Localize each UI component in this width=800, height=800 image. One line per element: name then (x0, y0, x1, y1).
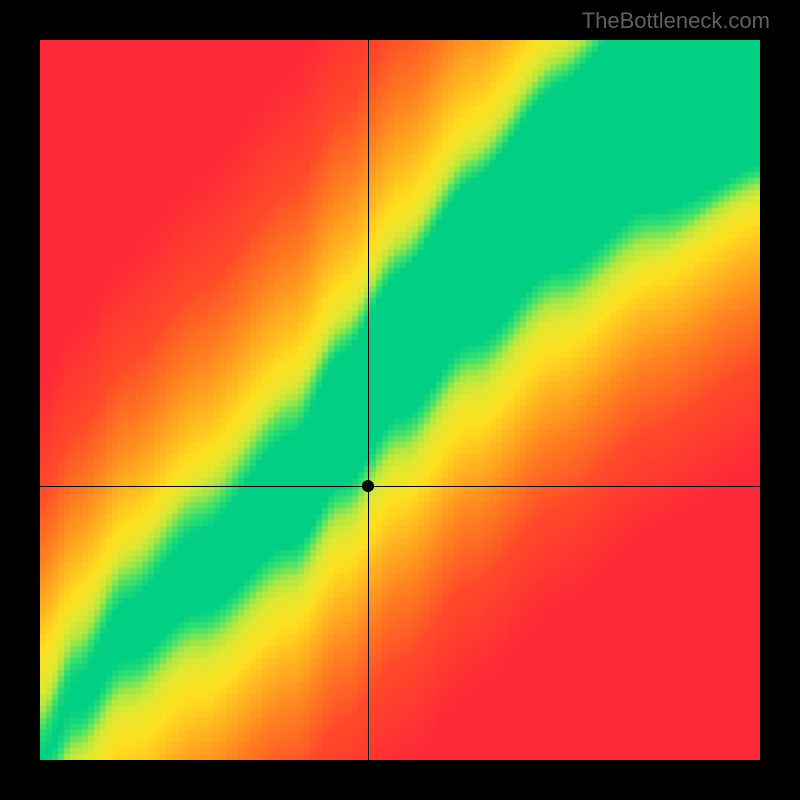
plot-area (40, 40, 760, 760)
crosshair-horizontal (40, 486, 760, 487)
watermark-text: TheBottleneck.com (582, 8, 770, 34)
marker-dot (362, 480, 374, 492)
heatmap-canvas (40, 40, 760, 760)
crosshair-vertical (368, 40, 369, 760)
